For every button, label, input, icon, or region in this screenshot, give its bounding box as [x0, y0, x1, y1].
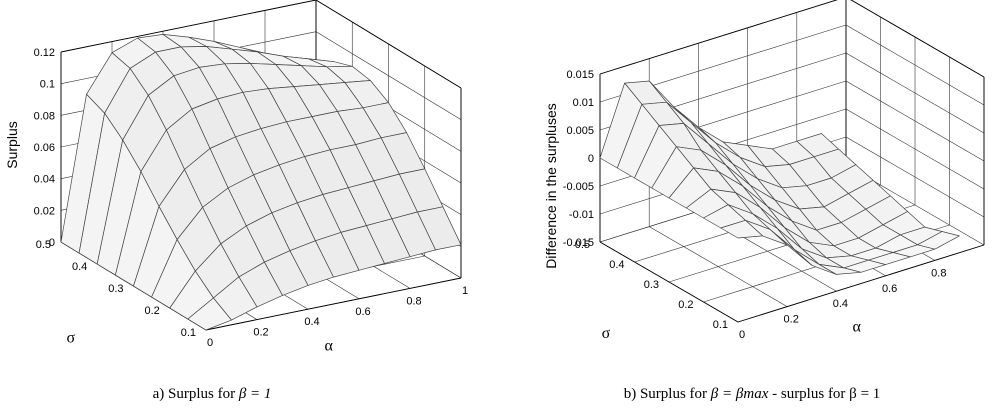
panel-b-surface [599, 80, 960, 275]
panel-b-axis-frame [737, 244, 985, 323]
panel-a-x-tick-label: 1 [462, 285, 468, 297]
panel-a-z-tick-label: 0.02 [34, 205, 55, 217]
panel-a-surface-patch [187, 297, 232, 331]
panel-a-y-tick-label: 0.5 [36, 239, 51, 251]
panel-a-y-tick-label: 0.1 [181, 327, 196, 339]
panel-b-axis-frame [850, 0, 985, 78]
panel-a-x-tick-label: 0.2 [253, 327, 268, 339]
panel-a-z-tick-label: 0.1 [40, 79, 55, 91]
panel-a-y-tick-label: 0.3 [108, 283, 123, 295]
panel-a-y-tick-label: 0.4 [72, 261, 87, 273]
panel-a-xlabel: α [325, 338, 334, 355]
panel-a-caption-math: β = 1 [238, 386, 272, 402]
panel-b-z-tick-label: 0.015 [566, 69, 594, 81]
panel-b-wall-gridline-z2 [845, 24, 985, 106]
panel-b-x-tick-label: 0.6 [882, 283, 897, 295]
panel-b-ylabel: σ [602, 325, 611, 342]
panel-a-surface [60, 34, 462, 331]
panel-b-difference-surface: -0.015 -0.01 -0.005 0 0.005 0.01 0.015 0.1 0.2 0.… [543, 0, 985, 342]
panel-a-ylabel: σ [66, 329, 75, 346]
panel-b-xlabel: α [853, 318, 862, 335]
panel-a-x-tick-label: 0.6 [355, 306, 370, 318]
panel-a-z-tick-label: 0.06 [34, 142, 55, 154]
panel-b-wall-gridline-z2 [845, 108, 985, 190]
panel-b-y-tick-label: 0.4 [609, 259, 624, 271]
panel-b-x-tick-label: 0.4 [833, 298, 848, 310]
panel-a-caption-prefix: a) Surplus for [153, 386, 239, 402]
panel-a-z-tick-label: 0.08 [34, 110, 55, 122]
panel-b-z-tick-label: -0.01 [569, 209, 594, 221]
panel-b-caption-math: β = βmax [710, 386, 769, 402]
panel-b-y-tick-label: 0.3 [644, 279, 659, 291]
panel-b-caption-suffix: - surplus for β = 1 [768, 386, 880, 402]
panel-a-x-tick-label: 0.4 [304, 316, 319, 328]
panel-b-wall-gridline-z2 [845, 80, 985, 162]
panel-b-axis-frame [599, 0, 838, 75]
panel-b-wall-gridline-z2 [845, 136, 985, 218]
panel-b-surface-patch [720, 219, 763, 239]
panel-b-y-tick-label: 0.1 [713, 319, 728, 331]
panel-b-y-tick-label: 0.5 [575, 239, 590, 251]
panel-a-axis-frame [60, 0, 317, 53]
panel-b-tick-labels: -0.015 -0.01 -0.005 0 0.005 0.01 0.015 0.1 0.2 0.… [563, 69, 947, 341]
panel-a-surplus-surface: 00.020.040.060.080.10.120.10.20.30.40.50… [4, 0, 468, 355]
panel-b-z-tick-label: 0.005 [566, 125, 594, 137]
panel-a-y-tick-label: 0.2 [144, 305, 159, 317]
panel-b-z-tick-label: -0.005 [563, 181, 594, 193]
panel-a-wall-gridline-z2 [315, 31, 462, 120]
panel-b-caption-prefix: b) Surplus for [624, 386, 711, 402]
panel-b-x-tick-label: 0.2 [784, 314, 799, 326]
panel-b-z-tick-label: -0.015 [563, 237, 594, 249]
panel-a-x-tick-label: 0.8 [406, 295, 421, 307]
panel-a-axis-frame [205, 277, 462, 331]
panel-a-zlabel: Surplus [4, 121, 20, 168]
panel-b-axis-frame [599, 241, 739, 323]
panel-b-caption: b) Surplus for β = βmax - surplus for β … [624, 386, 881, 402]
panel-a-x-tick-label: 0 [207, 337, 213, 349]
panel-b-x-tick-label: 0 [739, 329, 745, 341]
panel-a-caption: a) Surplus for β = 1 [153, 386, 272, 402]
panel-b-wall-gridline-z2 [845, 52, 985, 134]
panel-a-tick-labels: 00.020.040.060.080.10.120.10.20.30.40.50… [34, 47, 468, 349]
panel-a-z-tick-label: 0 [49, 237, 55, 249]
panel-b-z-tick-label: 0 [588, 153, 594, 165]
panel-a-axis-frame [315, 0, 462, 89]
panel-b-z-tick-label: 0.01 [573, 97, 594, 109]
panel-a-z-tick-label: 0.04 [34, 174, 55, 186]
panel-b-x-tick-label: 0.8 [931, 267, 946, 279]
panel-b-zlabel: Difference in the surpluses [543, 103, 559, 269]
panel-b-y-tick-label: 0.2 [678, 299, 693, 311]
panel-a-z-tick-label: 0.12 [34, 47, 55, 59]
